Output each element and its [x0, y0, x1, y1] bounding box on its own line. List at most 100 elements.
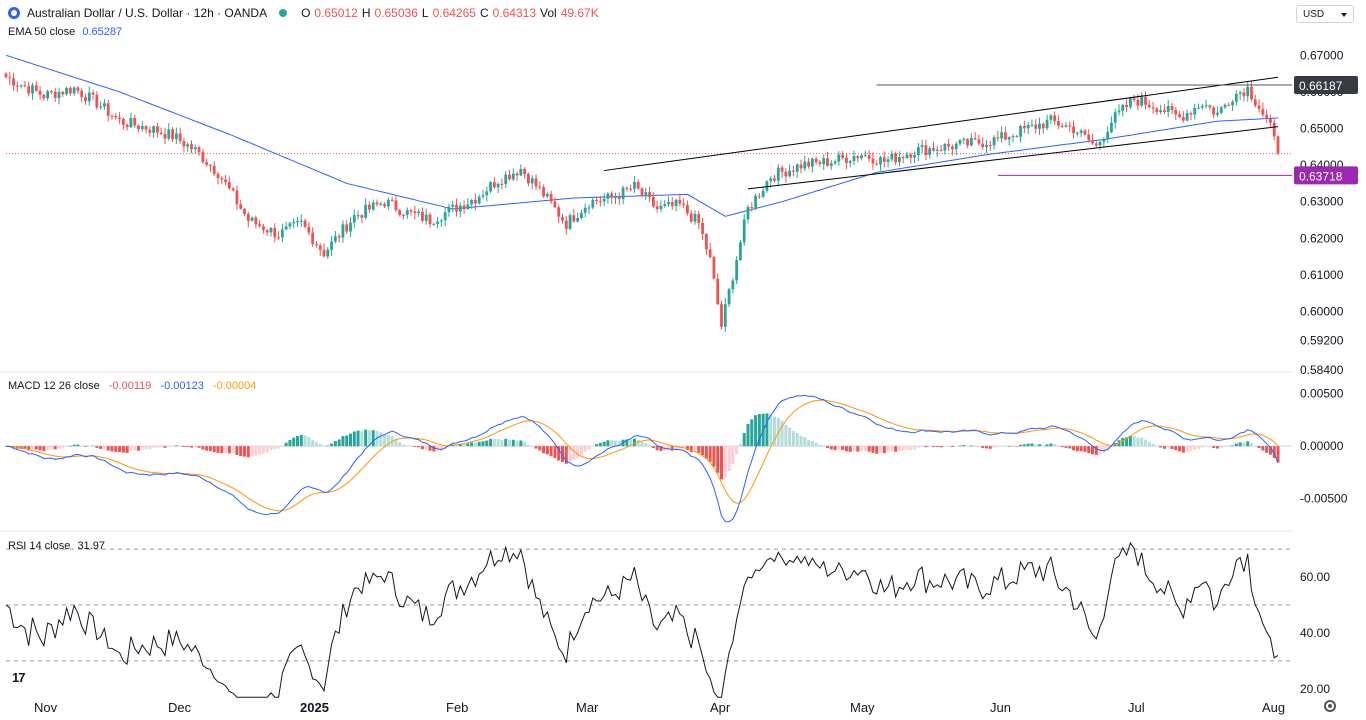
macd-histogram-bar — [311, 440, 315, 447]
rsi-legend[interactable]: RSI 14 close 31.97 — [8, 540, 105, 552]
macd-histogram-bar — [269, 446, 273, 451]
candle — [1151, 101, 1155, 114]
macd-histogram-bar — [125, 446, 129, 453]
candle-body — [489, 182, 492, 192]
candle — [137, 124, 140, 133]
macd-histogram-bar — [996, 446, 1000, 448]
macd-histogram-bar — [1185, 446, 1189, 452]
candle — [682, 198, 686, 209]
candle-body — [129, 117, 133, 128]
macd-histogram-bar — [152, 446, 156, 448]
candle — [958, 138, 962, 146]
macd-histogram-bar — [788, 427, 792, 447]
candle — [1019, 124, 1022, 143]
macd-histogram-bar — [909, 446, 913, 450]
macd-histogram-bar — [572, 446, 576, 461]
candle — [1113, 108, 1117, 129]
macd-histogram-bar — [137, 446, 140, 451]
macd-histogram-bar — [837, 446, 841, 450]
macd-histogram-bar — [299, 434, 303, 447]
symbol-title[interactable]: Australian Dollar / U.S. Dollar · 12h · … — [27, 6, 268, 20]
candle — [773, 175, 776, 183]
macd-histogram-bar — [606, 440, 610, 447]
macd-histogram-bar — [579, 446, 583, 456]
candle-body — [269, 227, 273, 233]
currency-selector[interactable]: USD — [1296, 5, 1354, 23]
candle — [966, 138, 969, 149]
macd-histogram-bar — [163, 446, 167, 448]
macd-histogram-bar — [655, 446, 659, 451]
candle-body — [807, 161, 810, 167]
macd-legend[interactable]: MACD 12 26 close -0.00119 -0.00123 -0.00… — [8, 380, 256, 392]
macd-histogram-bar — [818, 444, 822, 447]
candle — [1166, 99, 1170, 118]
candle — [439, 218, 443, 227]
candle-body — [829, 163, 833, 166]
macd-histogram-bar — [371, 430, 375, 447]
candle — [216, 171, 220, 185]
candle-body — [731, 280, 735, 290]
candle-body — [882, 157, 886, 162]
candle-body — [356, 215, 360, 217]
macd-histogram-bar — [625, 439, 629, 447]
candle — [587, 204, 591, 214]
candle-body — [708, 249, 712, 258]
candle-body — [46, 91, 50, 99]
candle-body — [920, 145, 924, 148]
candle-body — [262, 226, 265, 231]
time-axis-tick-label: Jul — [1128, 700, 1145, 715]
candle — [258, 219, 262, 228]
settings-gear-icon[interactable] — [1324, 700, 1336, 712]
candle-body — [1163, 110, 1166, 113]
candle — [1193, 103, 1197, 120]
candle — [841, 150, 845, 160]
candle — [80, 88, 84, 103]
candle-body — [402, 214, 405, 216]
candle-body — [159, 132, 163, 135]
macd-histogram-bar — [1189, 446, 1193, 452]
macd-histogram-bar — [985, 446, 988, 449]
candle-body — [201, 152, 205, 163]
candle — [262, 223, 265, 234]
candle — [417, 208, 421, 217]
macd-histogram-bar — [1121, 437, 1125, 447]
candle-body — [53, 91, 57, 99]
tradingview-logo[interactable]: 17 — [12, 670, 26, 685]
candle — [474, 193, 477, 210]
candle — [209, 164, 212, 173]
candle — [133, 114, 137, 128]
macd-histogram-bar — [511, 439, 515, 447]
candle — [977, 134, 981, 146]
candle-body — [1022, 125, 1026, 129]
time-axis-tick-label: Apr — [710, 700, 731, 715]
macd-histogram-bar — [916, 446, 920, 448]
macd-histogram-bar — [757, 414, 761, 447]
macd-histogram-bar — [167, 445, 171, 447]
macd-histogram-bar — [481, 441, 485, 447]
candle — [932, 141, 935, 152]
candle — [898, 151, 901, 167]
candle — [68, 86, 72, 97]
macd-histogram-bar — [814, 442, 818, 447]
candle — [1189, 111, 1193, 121]
candle — [633, 176, 636, 193]
candle-body — [504, 174, 508, 185]
ema-legend[interactable]: EMA 50 close 0.65287 — [8, 26, 122, 38]
candle-body — [121, 119, 125, 125]
candle — [1242, 88, 1246, 102]
candle-body — [1265, 114, 1269, 120]
macd-histogram-bar — [886, 446, 890, 453]
candle-body — [636, 181, 640, 189]
candle-body — [803, 161, 807, 169]
candle — [1163, 104, 1166, 114]
candle-body — [1034, 124, 1038, 129]
macd-histogram-bar — [791, 431, 795, 447]
candle — [697, 210, 701, 230]
candle — [769, 176, 773, 188]
candle-body — [133, 117, 137, 126]
candle-body — [511, 173, 515, 180]
ema-legend-label: EMA 50 close — [8, 26, 76, 38]
candle — [451, 200, 455, 212]
candle — [1064, 122, 1068, 128]
